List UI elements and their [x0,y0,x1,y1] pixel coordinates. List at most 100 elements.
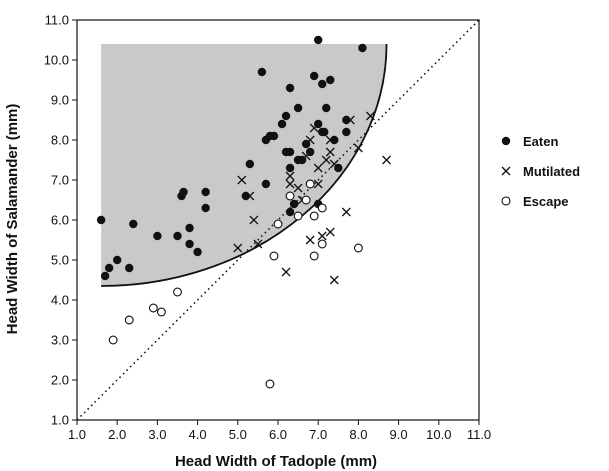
point-eaten [179,187,188,197]
point-eaten [285,207,295,217]
legend-item-escape: Escape [501,194,569,209]
y-tick-label: 4.0 [51,293,69,308]
y-tick-label: 7.0 [51,173,69,188]
legend-label-escape: Escape [523,194,569,209]
point-mutilated [285,179,295,189]
point-eaten [309,71,319,81]
y-tick-label: 5.0 [51,253,69,268]
x-tick-label: 2.0 [108,427,126,442]
point-escape [156,307,166,317]
shaded-region [101,44,387,286]
point-escape [301,195,311,205]
point-mutilated [382,155,391,165]
point-eaten [342,115,351,125]
point-escape [124,315,134,325]
legend-marker-mutilated [501,166,511,176]
point-mutilated [301,151,311,161]
point-mutilated [329,275,339,285]
y-tick-label: 11.0 [45,13,69,28]
point-eaten [201,187,210,197]
point-eaten [293,103,303,113]
x-tick-label: 9.0 [390,427,408,442]
point-eaten [173,231,182,241]
point-eaten [285,147,295,157]
point-mutilated [237,175,247,185]
point-mutilated [305,235,315,245]
point-escape [293,211,303,221]
legend-label-eaten: Eaten [523,134,558,149]
point-mutilated [249,215,259,225]
point-mutilated [366,111,375,121]
point-mutilated [313,163,323,173]
point-mutilated [281,267,291,277]
point-eaten [96,215,106,225]
point-escape [108,335,118,345]
y-axis: 1.0 2.0 3.0 4.0 5.0 6.0 7.0 8.0 9.0 10.0 11.0 [44,13,77,428]
y-tick-label: 3.0 [51,333,69,348]
legend-item-eaten: Eaten [501,134,558,149]
point-eaten [100,271,110,281]
point-eaten [318,79,327,89]
point-mutilated [309,123,319,133]
legend-marker-escape [501,196,511,206]
data-points [96,35,391,389]
boundary-curve [101,43,388,287]
point-eaten [314,35,323,45]
point-mutilated [293,183,303,193]
point-escape [309,251,319,261]
y-tick-label: 10.0 [44,53,69,68]
point-escape [148,303,158,313]
point-escape [273,219,283,229]
x-tick-label: 4.0 [189,427,207,442]
point-eaten [277,119,287,129]
x-tick-label: 8.0 [349,427,367,442]
point-mutilated [245,191,255,201]
point-eaten [257,67,267,77]
point-escape [353,243,363,253]
point-eaten [201,203,210,213]
point-eaten [342,127,351,137]
point-escape [317,203,327,213]
legend-label-mutilated: Mutilated [523,164,580,179]
legend: Eaten Mutilated Escape [501,134,580,209]
point-eaten [281,111,291,121]
point-eaten [104,263,114,273]
point-escape [305,179,315,189]
point-mutilated [233,243,243,253]
y-tick-label: 6.0 [51,213,69,228]
point-eaten [358,43,367,53]
point-mutilated [325,135,335,145]
point-eaten [330,135,339,145]
point-escape [269,251,279,261]
legend-item-mutilated: Mutilated [501,164,580,179]
point-eaten [322,103,331,113]
point-mutilated [285,171,295,181]
point-mutilated [341,207,351,217]
point-eaten [153,231,162,241]
point-mutilated [325,147,335,157]
point-mutilated [317,231,327,241]
point-mutilated [305,135,315,145]
point-eaten [129,219,138,229]
legend-marker-eaten [501,136,511,146]
point-eaten [269,131,279,141]
x-tick-label: 6.0 [269,427,287,442]
point-escape [309,211,319,221]
x-tick-label: 10.0 [426,427,451,442]
y-tick-label: 2.0 [51,373,69,388]
point-eaten [125,263,134,273]
point-eaten [285,163,295,173]
point-eaten [245,159,255,169]
point-eaten [261,179,271,189]
point-mutilated [345,115,355,125]
point-mutilated [313,179,323,189]
y-tick-label: 1.0 [51,413,69,428]
y-tick-label: 9.0 [51,93,69,108]
x-tick-label: 3.0 [148,427,166,442]
point-eaten [185,223,194,233]
point-eaten [320,127,329,137]
x-tick-label: 11.0 [467,427,491,442]
point-mutilated [321,155,331,165]
point-mutilated [353,143,363,153]
